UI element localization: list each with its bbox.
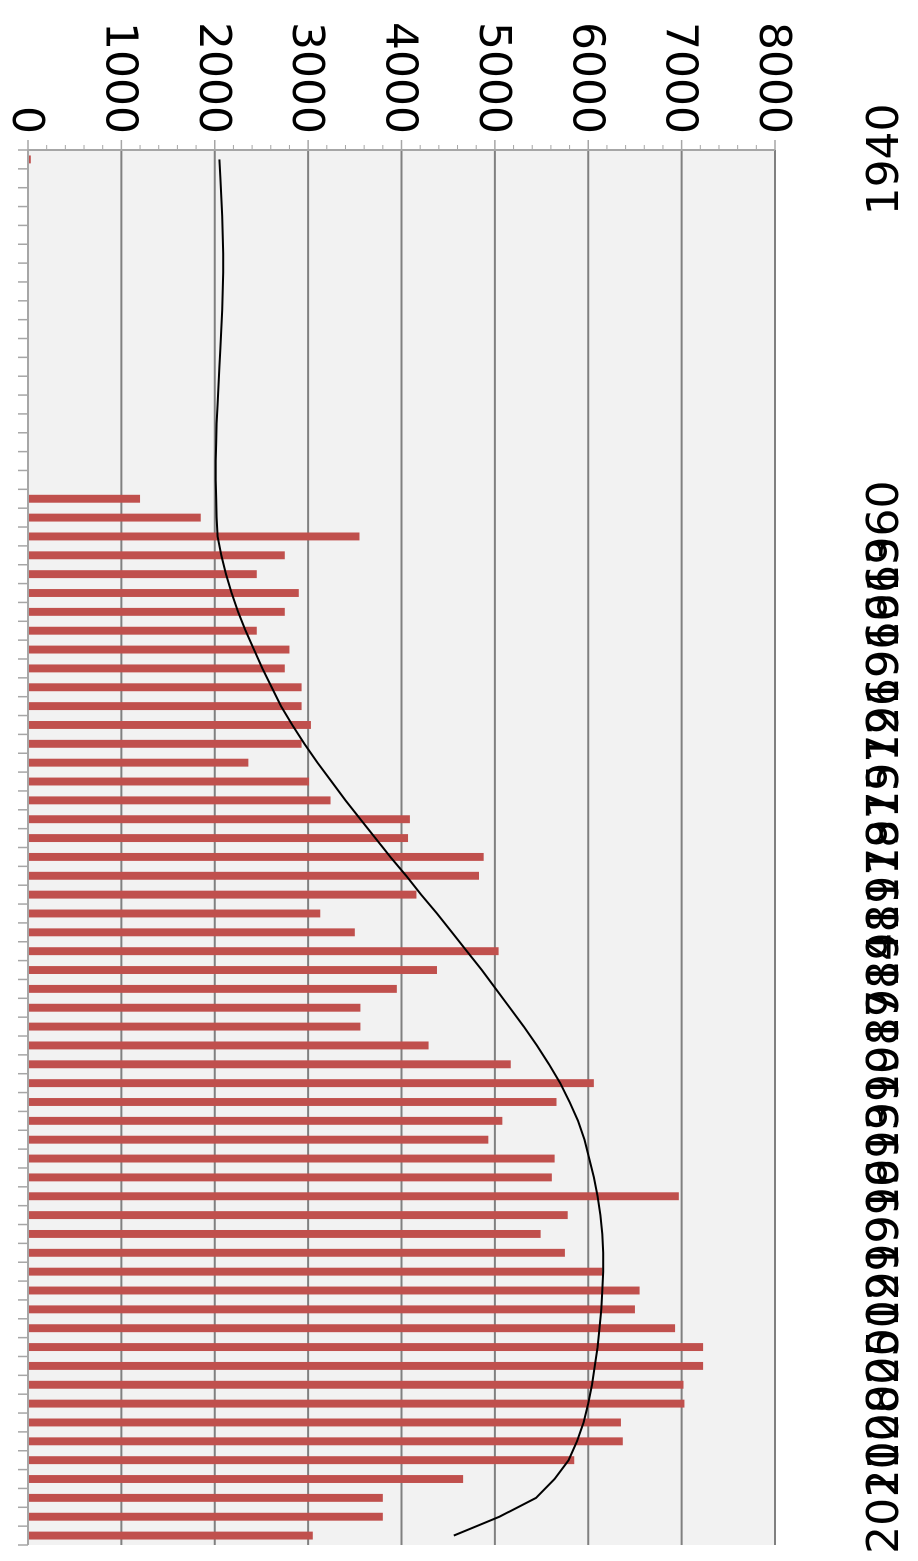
x-tick-label: 1996 — [858, 1159, 909, 1271]
bar — [27, 1003, 361, 1012]
x-tick-label: 1978 — [858, 820, 909, 932]
x-axis-tick-labels: 1940 196019631966196919721975197819811984… — [858, 103, 909, 1553]
bar — [28, 721, 311, 729]
trend-line — [214, 159, 605, 1537]
x-tick-label: 1963 — [858, 537, 909, 649]
y-tick-label: 3000 — [282, 22, 333, 134]
bar — [28, 871, 480, 880]
bar — [28, 1286, 640, 1295]
bar — [28, 1531, 313, 1540]
x-tick-label: 1987 — [858, 989, 909, 1101]
bar — [28, 1267, 603, 1276]
y-tick-label: 6000 — [562, 22, 613, 134]
bar — [28, 1098, 557, 1106]
x-tick-label: 1984 — [858, 933, 909, 1045]
bar — [28, 607, 285, 616]
bar — [28, 1361, 704, 1370]
x-tick-label: 1940 — [858, 103, 909, 215]
x-tick-label: 1966 — [858, 594, 909, 706]
y-tick-label: 5000 — [469, 22, 520, 134]
y-tick-label: 1000 — [95, 22, 146, 134]
bar — [28, 1135, 489, 1144]
y-tick-label: 0 — [2, 106, 53, 134]
x-tick-label: 1990 — [858, 1046, 909, 1158]
x-tick-label: 1972 — [858, 707, 909, 819]
x-tick-label: 2002 — [858, 1272, 909, 1384]
bar — [27, 909, 321, 918]
y-axis-tick-labels: 0 1000 2000 3000 4000 5000 6000 7000 8000 — [2, 22, 800, 134]
bar — [28, 1041, 429, 1050]
bar — [28, 1154, 555, 1163]
bar — [28, 1380, 684, 1389]
bar — [28, 1343, 704, 1352]
bar — [28, 777, 310, 786]
bar — [27, 1418, 621, 1427]
bar — [28, 1192, 679, 1201]
chart-rotated-group: 1940 196019631966196919721975197819811984… — [2, 22, 909, 1554]
bar — [28, 947, 499, 956]
x-tick-label: 1969 — [858, 650, 909, 762]
bar — [28, 966, 437, 974]
bar — [27, 1211, 568, 1220]
x-tick-label: 1975 — [858, 763, 909, 875]
x-tick-label: 2005 — [858, 1329, 909, 1441]
bar — [28, 1173, 552, 1182]
bar — [27, 494, 141, 503]
x-tick-label: 1981 — [858, 876, 909, 988]
bar — [28, 928, 355, 937]
x-tick-label: 1960 — [858, 480, 909, 592]
bar — [27, 1456, 575, 1465]
bar — [27, 589, 299, 597]
bar — [28, 551, 285, 560]
bar — [28, 890, 417, 899]
bar — [28, 1248, 565, 1257]
bar — [28, 984, 397, 993]
bar — [28, 1116, 503, 1125]
bar — [28, 1512, 383, 1521]
bar — [28, 834, 409, 843]
x-tick-label: 1999 — [858, 1216, 909, 1328]
y-tick-label: 8000 — [749, 22, 800, 134]
bar — [27, 1022, 361, 1031]
bar — [28, 1305, 635, 1314]
bar — [27, 796, 331, 805]
bar — [28, 739, 302, 748]
y-tick-label: 4000 — [376, 22, 427, 134]
bar — [28, 683, 302, 692]
bar — [28, 1229, 541, 1238]
bar — [28, 645, 290, 654]
bar — [28, 852, 484, 861]
y-tick-label: 7000 — [656, 22, 707, 134]
x-tick-label: 1993 — [858, 1103, 909, 1215]
bar — [27, 1399, 685, 1408]
bars — [27, 155, 704, 1540]
bar — [28, 1079, 594, 1088]
bar — [27, 1437, 623, 1446]
bar — [27, 570, 257, 579]
bar — [27, 758, 249, 767]
y-tick-label: 2000 — [189, 22, 240, 134]
bar — [28, 664, 285, 673]
bar — [28, 1324, 676, 1333]
bar — [28, 702, 302, 711]
bar — [28, 532, 360, 541]
bar — [28, 1060, 511, 1069]
bar — [28, 513, 201, 522]
x-tick-label: 2008 — [858, 1385, 909, 1497]
bar — [28, 1493, 383, 1502]
bar — [28, 1475, 464, 1483]
axes — [18, 140, 776, 1546]
x-tick-label: 2011 — [858, 1442, 909, 1554]
bar — [28, 815, 410, 824]
bar — [27, 626, 257, 635]
